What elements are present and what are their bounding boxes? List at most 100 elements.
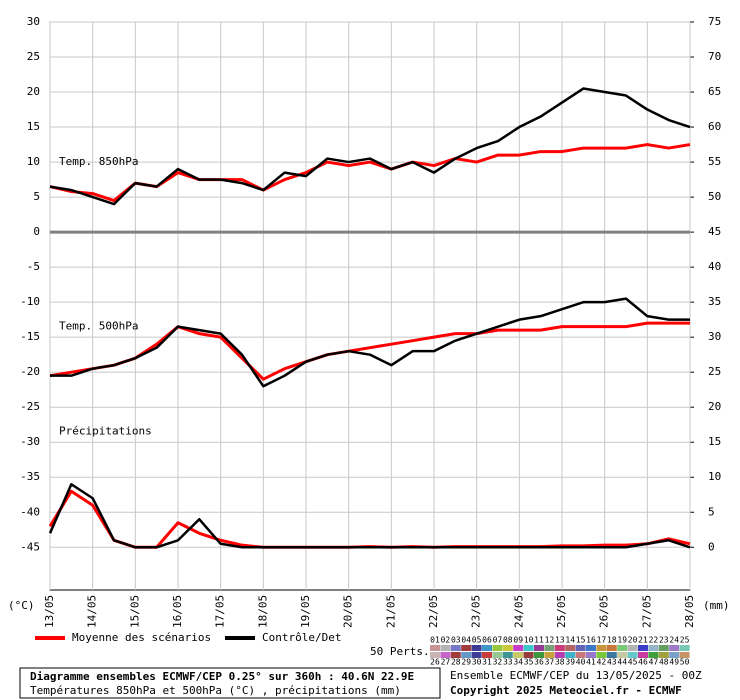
x-tick-label: 16/05 (171, 595, 184, 628)
footer-copyright: Copyright 2025 Meteociel.fr - ECMWF (450, 684, 682, 697)
member-swatch (606, 652, 617, 658)
member-label: 06 (482, 636, 492, 645)
y2-tick-label: 40 (708, 260, 721, 273)
member-label: 37 (545, 658, 555, 667)
x-tick-label: 24/05 (512, 595, 525, 628)
member-label: 46 (638, 658, 648, 667)
member-swatch (471, 645, 482, 651)
x-tick-label: 28/05 (683, 595, 696, 628)
member-label: 39 (565, 658, 575, 667)
x-tick-label: 18/05 (256, 595, 269, 628)
y2-tick-label: 65 (708, 85, 721, 98)
member-label: 13 (555, 636, 565, 645)
member-label: 21 (638, 636, 648, 645)
member-label: 17 (597, 636, 607, 645)
member-swatch (544, 652, 555, 658)
member-label: 36 (534, 658, 544, 667)
member-swatch (450, 645, 461, 651)
member-swatch (502, 652, 513, 658)
member-label: 47 (649, 658, 659, 667)
member-swatch (534, 645, 544, 651)
member-label: 07 (493, 636, 503, 645)
y-tick-label: -45 (20, 540, 40, 553)
x-tick-label: 19/05 (299, 595, 312, 628)
member-label: 03 (451, 636, 461, 645)
panel-label: Précipitations (59, 425, 152, 438)
y-tick-label: -25 (20, 400, 40, 413)
y-tick-label: -35 (20, 470, 40, 483)
y2-tick-label: 35 (708, 295, 721, 308)
member-label: 01 (430, 636, 440, 645)
y2-axis-label: (mm) (703, 599, 730, 612)
member-swatch (617, 645, 628, 651)
member-label: 19 (617, 636, 627, 645)
member-swatch (679, 645, 690, 651)
panel-label: Temp. 500hPa (59, 320, 138, 333)
member-swatch (471, 652, 482, 658)
member-swatch (658, 652, 669, 658)
y2-tick-label: 75 (708, 15, 721, 28)
member-swatch (575, 652, 586, 658)
y-tick-label: -20 (20, 365, 40, 378)
y-tick-label: -5 (27, 260, 40, 273)
y-tick-label: 15 (27, 120, 40, 133)
footer-title: Diagramme ensembles ECMWF/CEP 0.25° sur … (30, 670, 414, 683)
y2-tick-label: 10 (708, 470, 721, 483)
member-swatch (638, 645, 648, 651)
member-label: 11 (534, 636, 544, 645)
member-label: 30 (472, 658, 482, 667)
y2-tick-label: 15 (708, 435, 721, 448)
member-swatch (482, 645, 492, 651)
member-swatch (430, 645, 440, 651)
member-label: 18 (607, 636, 617, 645)
member-label: 29 (461, 658, 471, 667)
member-swatch (648, 645, 659, 651)
footer-box (19, 667, 441, 699)
series-line (50, 297, 690, 388)
member-label: 20 (628, 636, 638, 645)
y-tick-label: 10 (27, 155, 40, 168)
member-swatch (617, 652, 628, 658)
x-tick-label: 13/05 (43, 595, 56, 628)
y2-tick-label: 20 (708, 400, 721, 413)
y2-tick-label: 45 (708, 225, 721, 238)
member-label: 50 (680, 658, 690, 667)
x-tick-label: 20/05 (342, 595, 355, 628)
member-label: 10 (524, 636, 534, 645)
y-axis-label: (°C) (8, 599, 35, 612)
series-line (49, 87, 691, 206)
member-label: 28 (451, 658, 461, 667)
x-tick-label: 26/05 (598, 595, 611, 628)
member-swatch (565, 652, 576, 658)
member-swatch (482, 652, 492, 658)
member-swatch (523, 652, 534, 658)
member-label: 35 (524, 658, 534, 667)
member-swatch (450, 652, 461, 658)
x-tick-label: 22/05 (427, 595, 440, 628)
member-swatch (627, 645, 638, 651)
y-tick-label: -40 (20, 505, 40, 518)
member-swatch (523, 645, 534, 651)
member-label: 33 (503, 658, 513, 667)
member-label: 32 (493, 658, 503, 667)
member-swatch (461, 652, 472, 658)
member-swatch (586, 645, 596, 651)
y2-tick-label: 25 (708, 365, 721, 378)
member-label: 15 (576, 636, 586, 645)
y-tick-label: -10 (20, 295, 40, 308)
x-tick-label: 23/05 (470, 595, 483, 628)
member-swatch (461, 645, 472, 651)
member-label: 41 (586, 658, 596, 667)
member-swatch (513, 645, 524, 651)
members-title: 50 Perts. (370, 645, 430, 658)
member-swatch (669, 652, 680, 658)
member-label: 27 (441, 658, 451, 667)
member-label: 16 (586, 636, 596, 645)
member-swatch (586, 652, 596, 658)
x-tick-label: 25/05 (555, 595, 568, 628)
member-label: 44 (617, 658, 627, 667)
member-label: 05 (472, 636, 482, 645)
member-swatch (638, 652, 648, 658)
